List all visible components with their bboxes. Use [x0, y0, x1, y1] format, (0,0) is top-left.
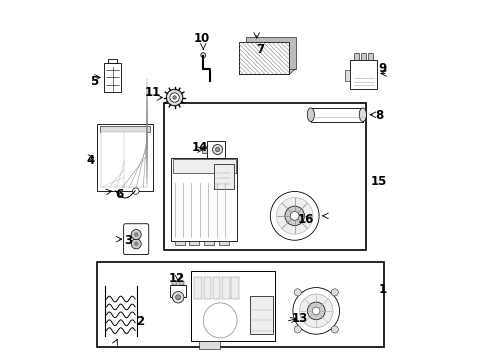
- Bar: [97, 262, 384, 347]
- Text: 2: 2: [136, 315, 144, 328]
- Circle shape: [215, 147, 219, 152]
- Bar: [199, 341, 220, 348]
- Text: 1: 1: [378, 283, 386, 296]
- Ellipse shape: [306, 108, 314, 122]
- Circle shape: [330, 326, 338, 333]
- Circle shape: [270, 192, 319, 240]
- FancyBboxPatch shape: [123, 224, 148, 255]
- Bar: [190, 271, 274, 341]
- Text: 8: 8: [374, 109, 382, 122]
- Bar: [172, 159, 235, 173]
- Text: 3: 3: [123, 234, 132, 247]
- Circle shape: [290, 211, 299, 220]
- Bar: [219, 240, 228, 245]
- Bar: [194, 277, 202, 300]
- Bar: [222, 277, 229, 300]
- Circle shape: [330, 289, 338, 296]
- Bar: [163, 103, 366, 250]
- Bar: [174, 240, 184, 245]
- Circle shape: [134, 232, 138, 237]
- Bar: [239, 42, 289, 74]
- Bar: [108, 59, 117, 63]
- Bar: [214, 164, 233, 189]
- Text: 13: 13: [291, 311, 307, 325]
- Circle shape: [169, 93, 179, 102]
- Polygon shape: [239, 69, 295, 74]
- Bar: [189, 240, 199, 245]
- Circle shape: [172, 96, 176, 99]
- Circle shape: [131, 239, 141, 249]
- Bar: [100, 126, 150, 132]
- Ellipse shape: [359, 108, 366, 122]
- Circle shape: [201, 53, 205, 58]
- Bar: [202, 146, 206, 153]
- Bar: [353, 53, 358, 60]
- Text: 6: 6: [115, 188, 123, 201]
- Bar: [179, 281, 183, 285]
- Bar: [203, 240, 214, 245]
- Bar: [212, 277, 220, 300]
- Bar: [170, 285, 185, 297]
- Text: 5: 5: [90, 75, 98, 88]
- Text: 9: 9: [378, 62, 386, 75]
- Circle shape: [312, 307, 319, 315]
- Bar: [171, 158, 237, 241]
- Bar: [231, 277, 238, 300]
- Bar: [344, 70, 349, 81]
- Circle shape: [307, 302, 325, 320]
- Text: 4: 4: [86, 154, 94, 167]
- Bar: [97, 125, 153, 191]
- Bar: [203, 277, 211, 300]
- Bar: [171, 281, 176, 285]
- Polygon shape: [245, 37, 295, 69]
- Circle shape: [166, 89, 183, 106]
- Text: 15: 15: [370, 175, 386, 188]
- Circle shape: [134, 242, 138, 246]
- Bar: [101, 132, 124, 187]
- Circle shape: [132, 188, 139, 194]
- Circle shape: [285, 206, 304, 226]
- Bar: [249, 296, 273, 334]
- Bar: [104, 63, 121, 92]
- Bar: [206, 140, 224, 158]
- Circle shape: [299, 294, 332, 328]
- Text: 16: 16: [297, 213, 313, 226]
- Text: 11: 11: [144, 86, 161, 99]
- Bar: [349, 60, 376, 89]
- Circle shape: [172, 292, 183, 303]
- Circle shape: [276, 198, 312, 234]
- Bar: [360, 53, 366, 60]
- Circle shape: [175, 295, 180, 300]
- Text: 7: 7: [256, 42, 264, 55]
- Text: 14: 14: [191, 141, 207, 154]
- Bar: [122, 132, 146, 187]
- Bar: [310, 108, 362, 122]
- Bar: [367, 53, 372, 60]
- Circle shape: [293, 326, 301, 333]
- Text: 10: 10: [193, 32, 209, 45]
- Circle shape: [131, 229, 141, 239]
- Circle shape: [212, 144, 222, 154]
- Text: 12: 12: [168, 272, 184, 285]
- Circle shape: [292, 288, 339, 334]
- Circle shape: [293, 289, 301, 296]
